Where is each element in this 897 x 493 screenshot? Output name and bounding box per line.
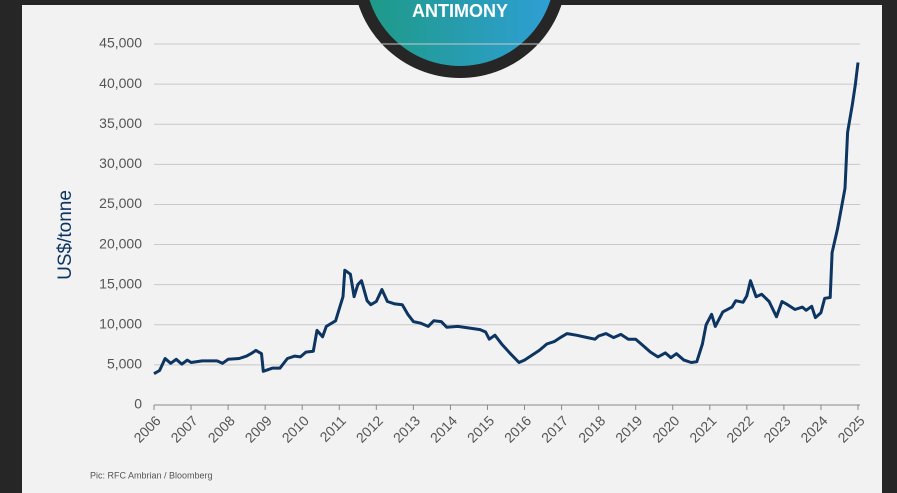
panel [22, 5, 882, 493]
y-tick-label: 40,000 [99, 75, 142, 91]
y-tick-label: 5,000 [107, 356, 142, 372]
y-axis-label: US$/tonne [55, 190, 76, 280]
y-tick-label: 30,000 [99, 155, 142, 171]
y-tick-label: 15,000 [99, 275, 142, 291]
y-tick-label: 45,000 [99, 35, 142, 51]
price-line [153, 62, 860, 376]
y-tick-label: 10,000 [99, 315, 142, 331]
y-tick-label: 25,000 [99, 195, 142, 211]
y-tick-label: 20,000 [99, 235, 142, 251]
badge-label: ANTIMONY [412, 1, 508, 21]
y-tick-label: 0 [134, 396, 142, 412]
source: Pic: RFC Ambrian / Bloomberg [90, 470, 213, 480]
badge [369, 0, 551, 66]
y-tick-label: 35,000 [99, 115, 142, 131]
